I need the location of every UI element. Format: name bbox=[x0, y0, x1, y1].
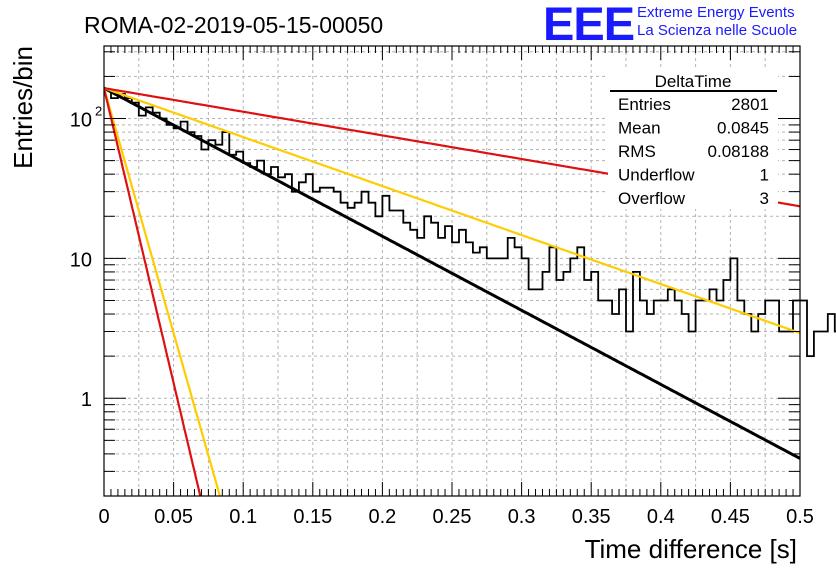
stats-row-label: Entries bbox=[618, 95, 671, 114]
fit-curve-1 bbox=[104, 86, 800, 460]
logo-line-1: Extreme Energy Events bbox=[637, 4, 795, 21]
logo-line-2: La Scienza nelle Scuole bbox=[637, 22, 798, 39]
tick-labels: 0 0.05 0.1 0.15 0.2 0.25 0.3 0.35 0.4 0.45 0.5 1 10 1… bbox=[70, 104, 814, 528]
x-tick-label: 0.15 bbox=[293, 506, 332, 528]
stats-row-label: Underflow bbox=[618, 166, 695, 185]
fit-curves bbox=[104, 86, 800, 496]
stats-row-label: RMS bbox=[618, 142, 656, 161]
chart-title: ROMA-02-2019-05-15-00050 bbox=[84, 12, 383, 38]
stats-box: DeltaTime Entries 2801 Mean 0.0845 RMS 0.0818… bbox=[608, 69, 778, 209]
y-tick-label: 10 bbox=[70, 249, 92, 271]
x-tick-label: 0.35 bbox=[572, 506, 611, 528]
x-tick-label: 0.45 bbox=[711, 506, 750, 528]
stats-row-value: 0.08188 bbox=[708, 142, 769, 161]
x-tick-label: 0.5 bbox=[786, 506, 814, 528]
plot-axes bbox=[103, 45, 801, 497]
y-tick-label-exponent: 2 bbox=[95, 104, 102, 119]
stats-row-value: 0.0845 bbox=[717, 119, 769, 138]
y-tick-label: 10 bbox=[70, 110, 92, 132]
x-tick-label: 0 bbox=[98, 506, 109, 528]
eee-logo-mark: EEE bbox=[543, 0, 635, 50]
stats-box-title: DeltaTime bbox=[655, 72, 732, 91]
fit-curve-2 bbox=[104, 87, 222, 496]
x-tick-label: 0.3 bbox=[508, 506, 536, 528]
fit-curve-4 bbox=[104, 87, 202, 496]
x-tick-label: 0.4 bbox=[647, 506, 675, 528]
y-axis-label: Entries/bin bbox=[8, 46, 38, 169]
stats-row-value: 3 bbox=[760, 189, 769, 208]
x-tick-label: 0.05 bbox=[154, 506, 193, 528]
stats-row-label: Overflow bbox=[618, 189, 686, 208]
fit-curve-3 bbox=[104, 87, 800, 335]
plot-grid bbox=[104, 46, 800, 496]
histogram-step-line bbox=[104, 89, 836, 357]
x-tick-label: 0.2 bbox=[368, 506, 396, 528]
y-tick-label: 1 bbox=[81, 389, 92, 411]
x-tick-label: 0.1 bbox=[229, 506, 257, 528]
stats-row-label: Mean bbox=[618, 119, 661, 138]
x-tick-label: 0.25 bbox=[433, 506, 472, 528]
x-axis-label: Time difference [s] bbox=[585, 534, 797, 564]
stats-row-value: 2801 bbox=[731, 95, 769, 114]
histogram-bars bbox=[104, 89, 836, 357]
stats-row-value: 1 bbox=[760, 166, 769, 185]
